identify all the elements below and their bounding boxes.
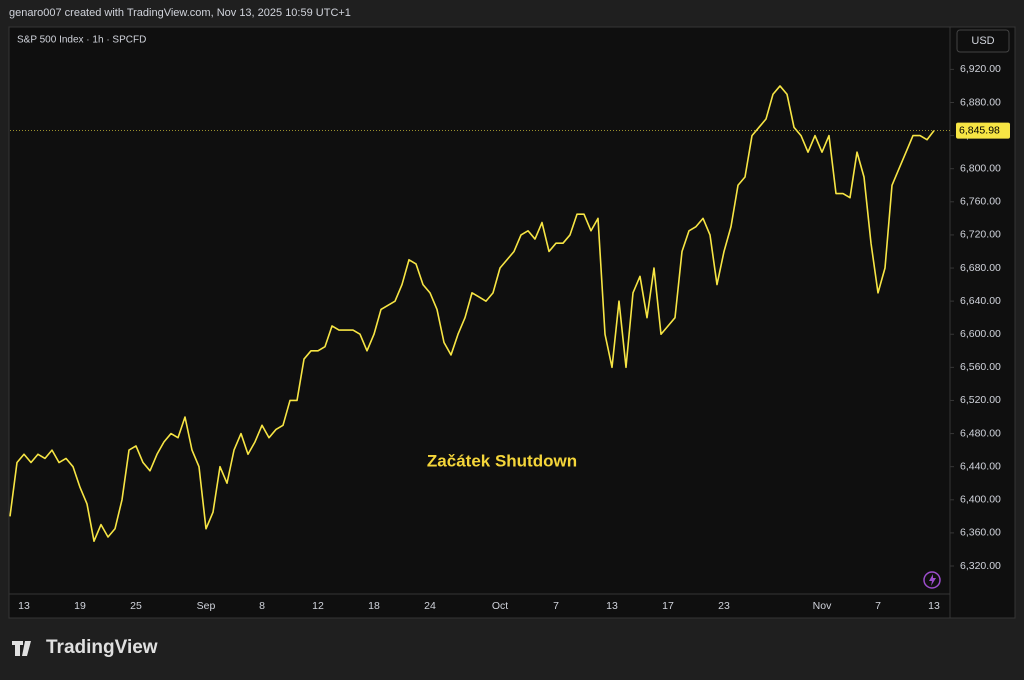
x-tick-label: 7 <box>875 600 881 612</box>
y-tick-label: 6,760.00 <box>960 196 1001 208</box>
y-tick-label: 6,920.00 <box>960 63 1001 75</box>
x-tick-label: 24 <box>424 600 436 612</box>
x-tick-label: 13 <box>928 600 940 612</box>
x-tick-label: 17 <box>662 600 674 612</box>
header: genaro007 created with TradingView.com, … <box>9 7 351 19</box>
y-tick-label: 6,480.00 <box>960 427 1001 439</box>
x-tick-label: 12 <box>312 600 324 612</box>
price-line <box>9 85 935 542</box>
y-tick-label: 6,360.00 <box>960 527 1001 539</box>
y-tick-label: 6,320.00 <box>960 560 1001 572</box>
y-tick-label: 6,800.00 <box>960 162 1001 174</box>
y-tick-label: 6,880.00 <box>960 96 1001 108</box>
y-tick-label: 6,520.00 <box>960 394 1001 406</box>
currency-box[interactable] <box>956 29 1010 53</box>
y-tick-label: 6,440.00 <box>960 460 1001 472</box>
alert-icon[interactable] <box>923 571 941 589</box>
y-tick-label: 6,400.00 <box>960 494 1001 506</box>
annotation: Začátek Shutdown <box>427 451 577 470</box>
alert-icon[interactable] <box>929 574 936 586</box>
brand-logo <box>12 641 31 656</box>
panel <box>8 26 1016 619</box>
x-tick-label: 25 <box>130 600 142 612</box>
y-tick-label: 6,720.00 <box>960 229 1001 241</box>
currency[interactable]: USD <box>971 35 994 47</box>
x-tick-label: 19 <box>74 600 86 612</box>
legend: S&P 500 Index · 1h · SPCFD <box>17 35 146 46</box>
x-tick-label: Sep <box>197 600 216 612</box>
x-tick-label: Nov <box>813 600 832 612</box>
x-tick-label: Oct <box>492 600 508 612</box>
x-tick-label: 13 <box>18 600 30 612</box>
y-tick-label: 6,600.00 <box>960 328 1001 340</box>
y-tick-label: 6,680.00 <box>960 262 1001 274</box>
last-price-badge <box>956 122 1010 139</box>
x-tick-label: 7 <box>553 600 559 612</box>
y-tick-label: 6,560.00 <box>960 361 1001 373</box>
x-tick-label: 8 <box>259 600 265 612</box>
x-tick-label: 13 <box>606 600 618 612</box>
brand: TradingView <box>46 637 158 658</box>
last-price-label: 6,845.98 <box>959 124 1000 136</box>
x-tick-label: 23 <box>718 600 730 612</box>
x-tick-label: 18 <box>368 600 380 612</box>
y-tick-label: 6,640.00 <box>960 295 1001 307</box>
